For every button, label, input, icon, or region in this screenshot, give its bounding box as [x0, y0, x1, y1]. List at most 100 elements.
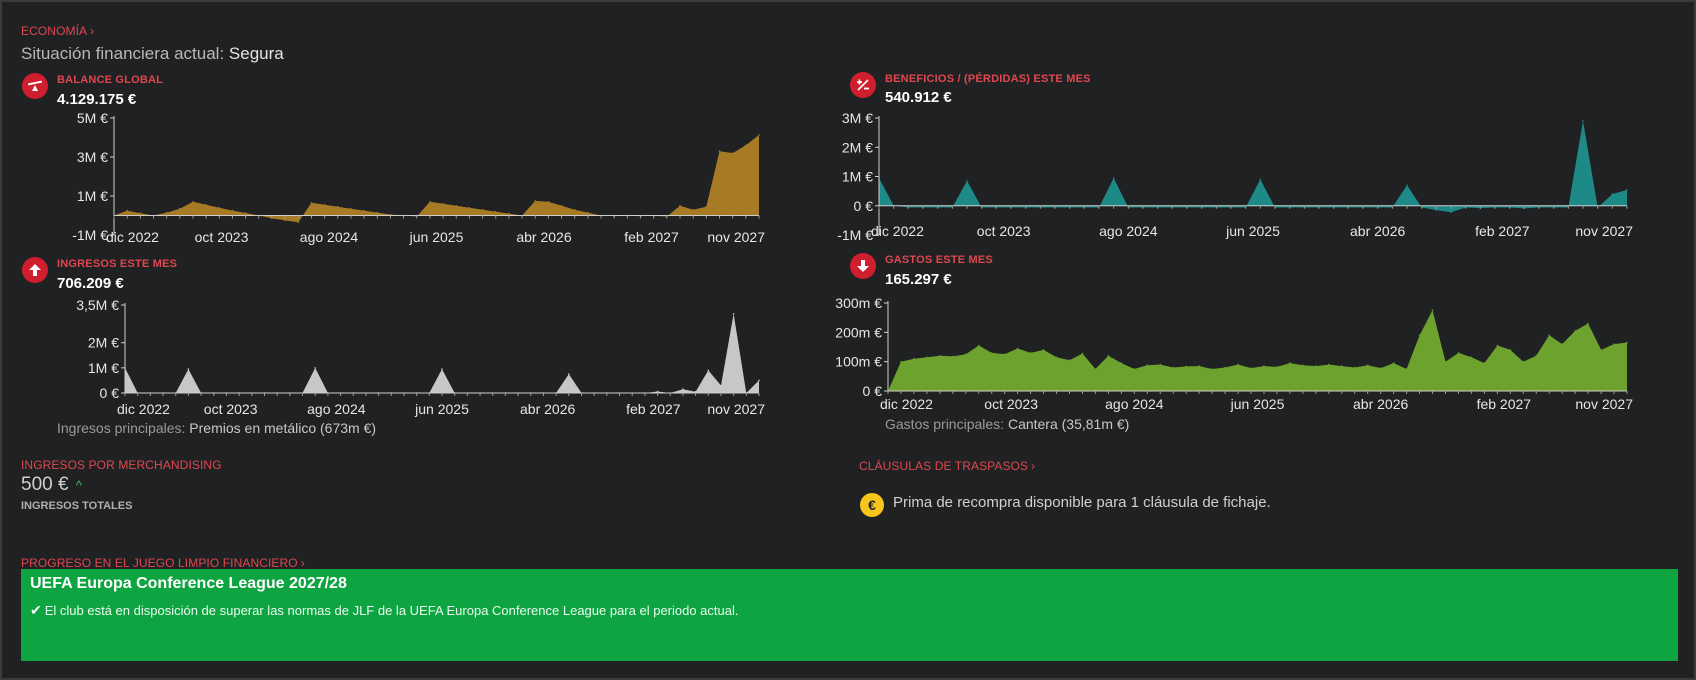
- ffp-progress-link[interactable]: PROGRESO EN EL JUEGO LIMPIO FINANCIERO ›: [21, 556, 305, 570]
- transfer-clauses-link[interactable]: CLÁUSULAS DE TRASPASOS ›: [859, 459, 1035, 473]
- profit-chart: 3M € 2M € 1M € 0 € -1M €dic 2022 oct 2023 ago …: [837, 110, 1633, 243]
- ffp-panel: UEFA Europa Conference League 2027/28 ✔ E…: [21, 569, 1678, 661]
- income-point: [707, 369, 710, 372]
- income-x-tick-label: oct 2023: [204, 401, 258, 417]
- balance-x-tick-label: dic 2022: [106, 229, 159, 245]
- balance-chart: 5M € 3M € 1M € -1M €dic 2022 oct 2023 ago 202…: [72, 110, 765, 245]
- balance-point: [244, 212, 247, 214]
- balance-point: [705, 205, 708, 208]
- expenses-main-value: Cantera (35,81m €): [1007, 416, 1130, 432]
- merch-value: 500 € ^: [21, 474, 82, 496]
- merch-title: INGRESOS POR MERCHANDISING: [21, 458, 222, 472]
- balance-point: [455, 205, 458, 207]
- expenses-point: [1574, 330, 1576, 332]
- expenses-point: [1198, 365, 1200, 367]
- profit-x-tick-label: jun 2025: [1225, 223, 1280, 239]
- plus-minus-icon: [850, 72, 876, 98]
- balance-x-tick-label: oct 2023: [195, 229, 249, 245]
- expenses-point: [1548, 334, 1550, 337]
- balance-point: [350, 207, 352, 210]
- profit-point: [1611, 193, 1614, 195]
- balance-point: [310, 202, 313, 204]
- balance-point: [442, 203, 444, 205]
- income-y-tick-label: 0 €: [100, 385, 120, 401]
- merch-caption: INGRESOS TOTALES: [21, 500, 133, 512]
- balance-point: [508, 212, 510, 215]
- expenses-point: [1094, 368, 1097, 370]
- expenses-point: [1328, 363, 1330, 366]
- expenses-point: [952, 355, 954, 358]
- balance-y-tick-label: -1M €: [72, 227, 108, 243]
- expenses-point: [1535, 355, 1537, 357]
- financial-status-label: Situación financiera actual:: [21, 44, 225, 63]
- income-x-tick-label: ago 2024: [307, 401, 366, 417]
- profit-area: [879, 120, 1627, 213]
- balance-point: [363, 209, 365, 212]
- balance-x-tick-label: jun 2025: [409, 229, 464, 245]
- expenses-point: [1366, 364, 1369, 366]
- expenses-point: [913, 357, 915, 360]
- arrow-down-icon: [850, 253, 876, 279]
- expenses-point: [965, 353, 967, 356]
- euro-coin-icon: €: [860, 493, 884, 517]
- balance-point: [205, 204, 207, 206]
- balance-point: [481, 208, 484, 211]
- balance-point: [376, 211, 379, 214]
- balance-point: [337, 205, 339, 208]
- expenses-point: [990, 352, 993, 354]
- profit-x-tick-label: ago 2024: [1099, 223, 1158, 239]
- balance-point: [573, 208, 576, 211]
- profit-x-tick-label: feb 2027: [1475, 223, 1530, 239]
- balance-point: [468, 206, 471, 209]
- expenses-point: [1431, 309, 1434, 312]
- balance-label: BALANCE GLOBAL: [57, 74, 164, 86]
- expenses-point: [1185, 365, 1187, 368]
- balance-y-tick-label: 5M €: [77, 110, 108, 126]
- chevron-right-icon: ›: [1031, 459, 1036, 473]
- expenses-point: [1587, 322, 1589, 325]
- merch-value-text: 500 €: [21, 474, 69, 495]
- expenses-point: [978, 344, 980, 347]
- balance-value: 4.129.175 €: [57, 91, 137, 108]
- balance-point: [179, 207, 181, 210]
- expenses-point: [1341, 365, 1343, 367]
- balance-x-tick-label: ago 2024: [300, 229, 359, 245]
- expenses-y-tick-label: 0 €: [863, 383, 883, 399]
- expenses-point: [939, 355, 941, 357]
- income-main-note: Ingresos principales: Premios en metálic…: [57, 420, 376, 436]
- expenses-point: [1315, 365, 1317, 367]
- profit-point: [966, 180, 968, 182]
- financial-status-value: Segura: [228, 44, 284, 63]
- balance-point: [587, 211, 589, 214]
- expenses-main-note: Gastos principales: Cantera (35,81m €): [885, 416, 1129, 432]
- income-value: 706.209 €: [57, 275, 124, 292]
- expenses-point: [1250, 367, 1252, 369]
- expenses-point: [1003, 353, 1006, 356]
- balance-point: [494, 210, 497, 213]
- expenses-x-tick-label: feb 2027: [1477, 396, 1532, 412]
- expenses-point: [1237, 363, 1239, 366]
- income-point: [187, 368, 190, 370]
- expenses-y-tick-label: 200m €: [835, 324, 882, 340]
- income-y-tick-label: 1M €: [88, 360, 119, 376]
- ffp-message-row: ✔ El club está en disposición de superar …: [30, 602, 739, 619]
- expenses-point: [1405, 368, 1408, 370]
- expenses-label: GASTOS ESTE MES: [885, 254, 993, 266]
- profit-point: [1406, 184, 1408, 187]
- profit-y-tick-label: 0 €: [854, 198, 874, 214]
- income-x-tick-label: abr 2026: [520, 401, 575, 417]
- expenses-point: [1470, 356, 1473, 359]
- expenses-point: [1120, 362, 1123, 364]
- chevron-right-icon: ›: [90, 24, 95, 38]
- balance-point: [139, 212, 142, 214]
- balance-point: [534, 200, 536, 202]
- expenses-point: [1561, 343, 1563, 345]
- expenses-point: [1289, 362, 1291, 364]
- balance-point: [560, 205, 563, 207]
- economy-link[interactable]: ECONOMÍA ›: [21, 24, 94, 38]
- balance-point: [547, 201, 550, 203]
- expenses-point: [1302, 364, 1304, 366]
- expenses-point: [1146, 364, 1149, 366]
- profit-point: [1259, 178, 1262, 181]
- profit-value: 540.912 €: [885, 89, 952, 106]
